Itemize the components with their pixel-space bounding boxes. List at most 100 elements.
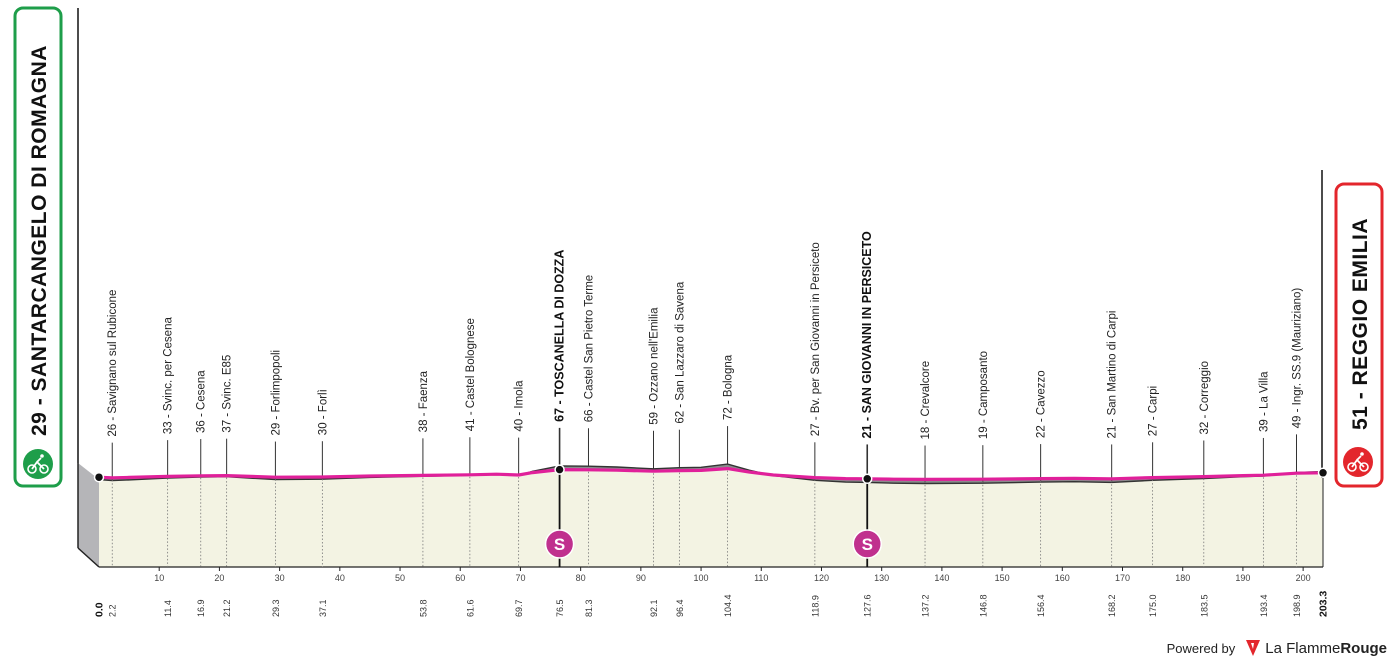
waypoint-km-label: 175.0 <box>1148 594 1158 617</box>
waypoint-km-label: 11.4 <box>163 600 173 617</box>
waypoint-label: 36 - Cesena <box>196 370 208 433</box>
waypoint-label: 39 - La Villa <box>1258 371 1270 432</box>
waypoint-km-label: 156.4 <box>1036 594 1046 617</box>
brand-name-light: La Flamme <box>1265 639 1341 657</box>
axis-tick-label: 160 <box>1055 573 1070 583</box>
waypoint-km-label: 61.6 <box>465 599 475 617</box>
waypoint-km-label: 81.3 <box>584 599 594 617</box>
waypoint-km-label: 29.3 <box>271 599 281 617</box>
waypoint-label: 41 - Castel Bolognese <box>465 318 477 431</box>
waypoint-km-label: 76.5 <box>555 599 565 617</box>
waypoint-km-label: 146.8 <box>978 594 988 617</box>
waypoint-km-label: 92.1 <box>649 599 659 617</box>
finish-point <box>1317 467 1329 479</box>
waypoint-km-label: 96.4 <box>675 599 685 617</box>
waypoint-km-label: 183.5 <box>1199 594 1209 617</box>
route-path <box>98 467 1324 481</box>
waypoint-km-label: 16.9 <box>196 599 206 617</box>
axis-tick-label: 190 <box>1235 573 1250 583</box>
waypoint-label: 33 - Svinc. per Cesena <box>163 317 175 435</box>
waypoint-label: 18 - Crevalcore <box>920 361 932 440</box>
axis-tick-label: 40 <box>335 573 345 583</box>
waypoint-km-label: 118.9 <box>810 595 820 617</box>
plain-fill <box>99 468 1323 567</box>
finish-badge-frame <box>1334 182 1384 488</box>
waypoint-label: 19 - Camposanto <box>978 351 990 439</box>
waypoint-km-label: 127.6 <box>863 594 873 617</box>
waypoint-km-label: 21.2 <box>222 599 232 617</box>
terrain-top-band <box>99 464 1323 484</box>
axis-tick-label: 90 <box>636 573 646 583</box>
axis-tick-label: 80 <box>576 573 586 583</box>
axis-tick-label: 50 <box>395 573 405 583</box>
waypoint-label: 72 - Bologna <box>723 354 735 420</box>
waypoint-markers: 0.0 203.3 26 - Savignano sul Rubicone 2.2 33… <box>94 231 1330 617</box>
terrain-base-edge <box>77 547 100 568</box>
axis-tick-label: 20 <box>214 573 224 583</box>
sprint-badge-label: S <box>862 535 873 554</box>
axis-tick-label: 110 <box>754 573 768 583</box>
waypoint-label: 59 - Ozzano nell'Emilia <box>649 307 661 425</box>
finish-badge-label: 51 - REGGIO EMILIA <box>1349 218 1372 430</box>
waypoint-label: 37 - Svinc. E85 <box>222 355 234 433</box>
axis-tick-label: 60 <box>455 573 465 583</box>
start-badge-label: 29 - SANTARCANGELO DI ROMAGNA <box>28 45 51 436</box>
axis-tick-label: 70 <box>515 573 525 583</box>
waypoint-km-label: 137.2 <box>921 594 931 617</box>
plain-area <box>99 468 1323 567</box>
axis-tick-label: 170 <box>1115 573 1130 583</box>
route-line <box>93 467 1329 483</box>
brand-name-bold: Rouge <box>1340 639 1387 657</box>
waypoint-label: 29 - Forlimpopoli <box>270 350 282 436</box>
axis-tick-label: 100 <box>694 573 709 583</box>
axis-tick-label: 130 <box>874 573 889 583</box>
axis-tick-label: 140 <box>934 573 949 583</box>
waypoint-label: 62 - San Lazzaro di Savena <box>674 281 686 424</box>
waypoint-label: 49 - Ingr. SS.9 (Mauriziano) <box>1292 288 1304 429</box>
waypoint-km-label: 53.8 <box>418 599 428 617</box>
start-cyclist-icon <box>23 449 53 479</box>
sprint-badge-label: S <box>554 535 565 554</box>
waypoint-km-label: 37.1 <box>318 599 328 617</box>
waypoint-km-label: 104.4 <box>723 594 733 617</box>
waypoint-km-label: 168.2 <box>1107 594 1117 617</box>
axis-tick-label: 120 <box>814 573 829 583</box>
waypoint-label: 21 - San Martino di Carpi <box>1107 311 1119 439</box>
axis-tick-label: 10 <box>154 573 164 583</box>
terrain-side-wall <box>78 463 99 567</box>
flamme-rouge-logo-icon <box>1245 639 1261 657</box>
waypoint-label: 22 - Cavezzo <box>1036 370 1048 438</box>
km-axis: 10 20 30 40 50 60 70 80 90 100 110 120 130 140 150 160 1… <box>99 478 1324 583</box>
brand-name: La FlammeRouge <box>1265 640 1387 657</box>
start-point <box>93 471 105 483</box>
waypoint-label: 21 - SAN GIOVANNI IN PERSICETO <box>860 231 874 438</box>
sprint-point <box>861 473 873 485</box>
waypoint-label: 66 - Castel San Pietro Terme <box>583 275 595 422</box>
axis-tick-label: 180 <box>1175 573 1190 583</box>
sprint-badge-icon <box>544 529 575 559</box>
waypoint-label: 38 - Faenza <box>418 370 430 432</box>
powered-by-text: Powered by <box>1166 640 1236 656</box>
waypoint-label: 32 - Correggio <box>1199 361 1211 435</box>
waypoint-label: 26 - Savignano sul Rubicone <box>107 290 119 437</box>
waypoint-km-label: 198.9 <box>1292 594 1302 617</box>
axis-tick-label: 200 <box>1296 573 1311 583</box>
sprint-point <box>554 464 565 475</box>
start-badge-frame <box>13 6 63 488</box>
credit-line: Powered by La FlammeRouge <box>1167 638 1387 658</box>
waypoint-label: 40 - Imola <box>514 380 526 432</box>
axis-tick-label: 30 <box>275 573 285 583</box>
waypoint-label: 30 - Forlì <box>317 389 329 435</box>
waypoint-km-label: 193.4 <box>1259 594 1269 617</box>
waypoint-label: 27 - Carpi <box>1148 386 1160 437</box>
finish-km-label: 203.3 <box>1318 591 1330 617</box>
finish-badge: 51 - REGGIO EMILIA <box>1334 182 1384 488</box>
start-km-label: 0.0 <box>94 602 106 617</box>
waypoint-label: 67 - TOSCANELLA DI DOZZA <box>553 250 567 422</box>
start-badge: 29 - SANTARCANGELO DI ROMAGNA <box>13 6 63 488</box>
finish-cyclist-icon <box>1343 447 1373 477</box>
axis-tick-label: 150 <box>995 573 1010 583</box>
sprint-badge-icon <box>852 529 882 559</box>
